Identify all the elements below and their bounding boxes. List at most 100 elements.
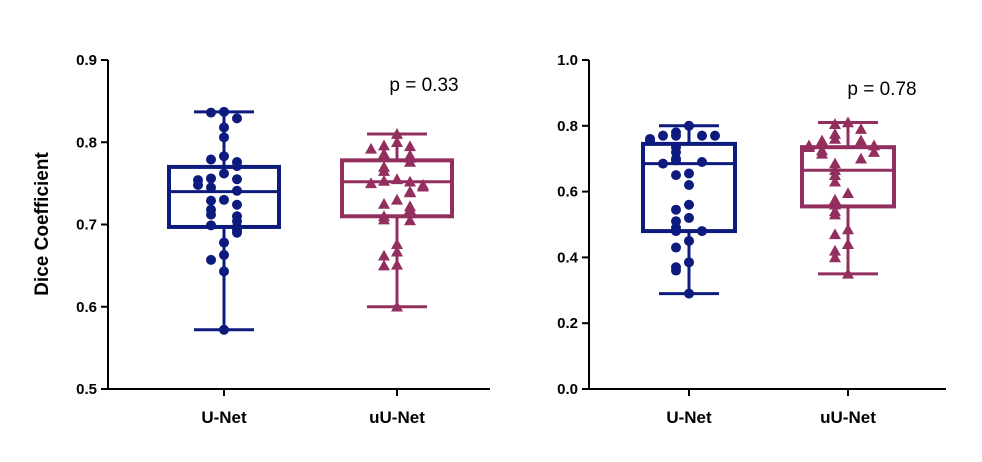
x-tick-label: uU-Net bbox=[369, 408, 425, 427]
data-point bbox=[219, 168, 229, 179]
data-point bbox=[684, 168, 694, 179]
data-point bbox=[868, 139, 880, 151]
data-point bbox=[671, 130, 681, 141]
data-point bbox=[365, 177, 377, 189]
data-point bbox=[404, 214, 416, 226]
data-point bbox=[829, 228, 841, 240]
left-panel: Dice Coefficient p = 0.33 U-Net uU-Net 0… bbox=[32, 52, 490, 427]
data-point bbox=[206, 182, 216, 193]
data-point bbox=[842, 116, 854, 128]
data-point bbox=[404, 186, 416, 198]
data-point bbox=[855, 152, 867, 164]
x-tick-label: U-Net bbox=[201, 408, 247, 427]
data-point bbox=[391, 173, 403, 185]
data-point bbox=[219, 249, 229, 260]
data-point bbox=[206, 209, 216, 220]
data-point bbox=[206, 173, 216, 184]
data-point bbox=[219, 324, 229, 335]
data-point bbox=[378, 174, 390, 186]
x-tick-label: U-Net bbox=[666, 408, 712, 427]
data-point bbox=[404, 175, 416, 187]
y-tick-label: 0.5 bbox=[76, 381, 97, 398]
data-point bbox=[206, 154, 216, 165]
data-point bbox=[658, 158, 668, 169]
data-point bbox=[232, 174, 242, 185]
data-point bbox=[710, 130, 720, 141]
data-point bbox=[684, 199, 694, 210]
y-axis-title: Dice Coefficient bbox=[32, 152, 53, 296]
data-point bbox=[855, 134, 867, 146]
data-point bbox=[391, 300, 403, 312]
data-point bbox=[829, 175, 841, 187]
y-tick-label: 1.0 bbox=[557, 52, 578, 69]
data-point bbox=[391, 258, 403, 270]
data-point bbox=[842, 223, 854, 235]
data-point bbox=[378, 249, 390, 261]
data-point bbox=[684, 180, 694, 191]
data-point bbox=[684, 288, 694, 299]
y-tick-label: 0.9 bbox=[76, 52, 97, 69]
data-point bbox=[684, 120, 694, 131]
data-point bbox=[671, 155, 681, 166]
data-point bbox=[232, 161, 242, 172]
x-tick-label: uU-Net bbox=[820, 408, 876, 427]
data-point bbox=[842, 187, 854, 199]
data-point bbox=[829, 198, 841, 210]
data-point bbox=[816, 147, 828, 159]
data-point bbox=[391, 128, 403, 139]
y-tick-label: 0.8 bbox=[76, 134, 97, 151]
data-point bbox=[232, 185, 242, 196]
data-point bbox=[378, 259, 390, 271]
box-iqr bbox=[800, 145, 896, 209]
data-point bbox=[404, 203, 416, 215]
data-point bbox=[671, 170, 681, 181]
data-point bbox=[206, 220, 216, 231]
data-point bbox=[829, 251, 841, 263]
right-panel: p = 0.78 U-Net uU-Net 0.0 0.2 0.4 0.6 0.8 1.0 bbox=[557, 52, 946, 427]
data-point bbox=[697, 156, 707, 167]
y-tick-label: 0.6 bbox=[557, 184, 578, 201]
data-point bbox=[842, 238, 854, 250]
data-point bbox=[803, 141, 815, 152]
data-point bbox=[404, 155, 416, 167]
y-tick-label: 0.7 bbox=[76, 217, 97, 234]
data-point bbox=[219, 132, 229, 143]
data-point bbox=[842, 267, 854, 279]
data-point bbox=[378, 165, 390, 176]
data-point bbox=[232, 227, 242, 238]
data-point bbox=[829, 208, 841, 220]
data-point bbox=[219, 106, 229, 117]
data-point bbox=[378, 197, 390, 209]
data-point bbox=[391, 193, 403, 205]
data-point bbox=[658, 130, 668, 141]
y-tick-label: 0.2 bbox=[557, 315, 578, 332]
data-point bbox=[868, 146, 880, 157]
p-value-annotation: p = 0.78 bbox=[847, 79, 916, 100]
data-point bbox=[829, 157, 841, 169]
data-point bbox=[365, 142, 377, 154]
data-point bbox=[378, 213, 390, 225]
data-point bbox=[232, 199, 242, 210]
data-point bbox=[391, 245, 403, 257]
data-point bbox=[232, 113, 242, 124]
data-point bbox=[671, 226, 681, 237]
data-point bbox=[829, 132, 841, 144]
data-point bbox=[684, 212, 694, 223]
data-point bbox=[855, 123, 867, 134]
data-point bbox=[684, 257, 694, 268]
y-tick-label: 0.4 bbox=[557, 249, 579, 266]
data-point bbox=[697, 226, 707, 237]
data-point bbox=[671, 265, 681, 276]
data-point bbox=[684, 235, 694, 246]
data-point bbox=[206, 195, 216, 206]
p-value-annotation: p = 0.33 bbox=[389, 75, 458, 96]
data-point bbox=[219, 237, 229, 248]
data-point bbox=[417, 180, 429, 192]
data-point bbox=[816, 136, 828, 148]
data-point bbox=[378, 147, 390, 159]
data-point bbox=[645, 135, 655, 146]
data-point bbox=[391, 238, 403, 250]
data-point bbox=[206, 107, 216, 118]
box-iqr bbox=[340, 158, 454, 219]
